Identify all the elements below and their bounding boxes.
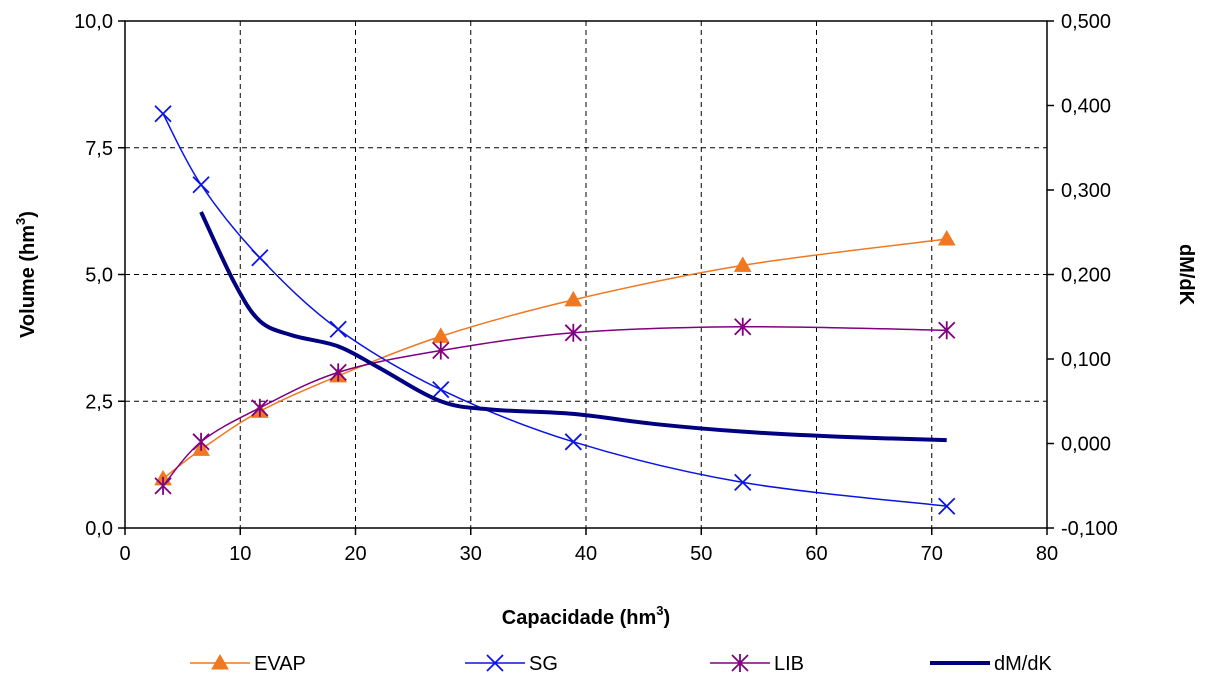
axis-ticks xyxy=(118,20,1054,535)
legend-item-sg: SG xyxy=(465,653,558,675)
legend-marker-evap xyxy=(211,653,229,670)
data-point-lib xyxy=(154,476,172,495)
legend-label-evap: EVAP xyxy=(254,653,306,675)
data-point-lib xyxy=(192,432,210,451)
legend-item-evap: EVAP xyxy=(190,653,306,675)
data-point-sg xyxy=(154,105,172,123)
data-point-evap xyxy=(431,327,450,343)
legend-item-lib: LIB xyxy=(710,653,804,675)
legend: EVAP SG LIB dM/dK xyxy=(190,653,1052,675)
data-point-sg-stroke xyxy=(734,473,752,492)
data-point-sg-stroke xyxy=(564,433,582,451)
y-right-tick-label: 0,000 xyxy=(1061,434,1111,456)
series-line-sg xyxy=(162,113,947,507)
y-left-tick-label: 5,0 xyxy=(85,265,113,287)
data-point-sg xyxy=(564,433,582,451)
data-point-sg xyxy=(192,176,210,194)
y-right-tick-label: 0,500 xyxy=(1061,11,1111,33)
y-left-tick-label: 10,0 xyxy=(74,11,113,33)
y-left-tick-label: 0,0 xyxy=(85,518,113,540)
data-point-sg xyxy=(938,497,956,515)
data-point-sg xyxy=(432,380,450,399)
y-left-tick-label: 2,5 xyxy=(85,391,113,413)
series-lib xyxy=(154,317,956,495)
series-evap xyxy=(154,230,956,486)
series-layer xyxy=(154,105,956,515)
data-point-lib xyxy=(251,398,269,417)
data-point-sg-stroke xyxy=(192,176,210,194)
legend-label-sg: SG xyxy=(529,653,558,675)
legend-marker-lib xyxy=(731,654,749,672)
data-point-evap xyxy=(733,256,752,272)
legend-marker-sg-stroke xyxy=(486,654,504,672)
x-tick-label: 10 xyxy=(229,543,251,565)
y-right-tick-label: 0,200 xyxy=(1061,265,1111,287)
data-point-lib xyxy=(938,321,956,340)
data-point-lib xyxy=(432,341,450,360)
data-point-lib xyxy=(564,323,582,342)
data-point-sg xyxy=(251,249,269,267)
data-point-sg-stroke xyxy=(154,105,172,123)
legend-label-dm-dk: dM/dK xyxy=(994,653,1052,675)
data-point-lib xyxy=(734,317,752,336)
grid xyxy=(125,21,1047,528)
x-axis-title: Capacidade (hm3) xyxy=(502,603,670,629)
data-point-sg-stroke xyxy=(251,249,269,267)
data-point-sg xyxy=(329,320,347,338)
y-axis-left-title: Volume (hm3) xyxy=(13,211,39,338)
y-right-tick-label: 0,300 xyxy=(1061,180,1111,202)
tick-labels: 0 10 20 30 40 50 60 70 80 0,0 2,5 5,0 7,5 10,0 -0,100 0… xyxy=(74,11,1118,565)
data-point-evap xyxy=(937,230,956,246)
x-tick-label: 60 xyxy=(805,543,827,565)
data-point-sg xyxy=(734,473,752,492)
data-point-sg-stroke xyxy=(432,380,450,399)
x-tick-label: 70 xyxy=(921,543,943,565)
series-sg xyxy=(154,105,956,515)
y-right-tick-label: -0,100 xyxy=(1061,518,1118,540)
x-tick-label: 50 xyxy=(690,543,712,565)
series-dm-dk xyxy=(199,211,947,443)
series-line-dm-dk xyxy=(199,211,947,443)
y-right-tick-label: 0,400 xyxy=(1061,96,1111,118)
x-tick-label: 30 xyxy=(460,543,482,565)
series-line-lib xyxy=(162,325,947,487)
y-axis-right-title: dM/dK xyxy=(1175,244,1197,306)
data-point-sg-stroke xyxy=(329,320,347,338)
legend-marker-sg xyxy=(486,654,504,672)
x-tick-label: 20 xyxy=(344,543,366,565)
y-right-tick-label: 0,100 xyxy=(1061,349,1111,371)
data-point-lib xyxy=(329,363,347,382)
y-left-tick-label: 7,5 xyxy=(85,138,113,160)
data-point-sg-stroke xyxy=(938,497,956,515)
legend-label-lib: LIB xyxy=(774,653,804,675)
x-tick-label: 40 xyxy=(575,543,597,565)
x-tick-label: 0 xyxy=(119,543,130,565)
data-point-evap xyxy=(564,290,583,307)
x-tick-label: 80 xyxy=(1036,543,1058,565)
legend-item-dm-dk: dM/dK xyxy=(930,653,1052,675)
